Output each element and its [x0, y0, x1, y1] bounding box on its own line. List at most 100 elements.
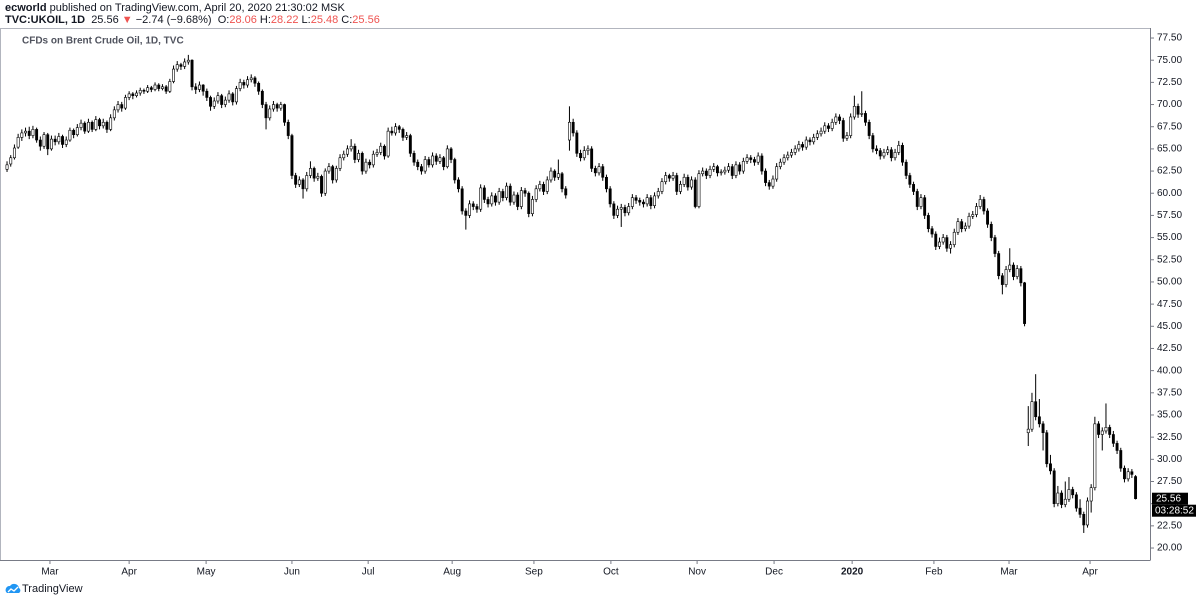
candle-body [434, 155, 438, 162]
candle-body [949, 244, 953, 249]
candle-body [741, 161, 745, 172]
plot-frame [0, 28, 1151, 561]
candle-body [508, 185, 512, 203]
candle-body [16, 137, 20, 148]
candle-body [753, 159, 756, 163]
candle-body [568, 121, 571, 141]
candle-body [283, 104, 286, 123]
candle-body [46, 134, 50, 150]
candle-body [830, 121, 834, 129]
candle-body [642, 201, 645, 205]
candle-body [553, 170, 557, 178]
ohlc-high: 28.22 [270, 14, 299, 26]
y-tick-label: 57.50 [1157, 210, 1182, 221]
candle-body [61, 136, 64, 145]
candle-body [234, 88, 238, 103]
y-tick-label: 50.00 [1157, 277, 1182, 288]
candle-body [349, 145, 353, 150]
candle-body [297, 179, 301, 185]
candle-body [68, 129, 72, 141]
candle-body [926, 215, 930, 230]
y-tick-label: 45.00 [1157, 321, 1182, 332]
y-tick-label: 47.50 [1157, 299, 1182, 310]
candle-body [608, 188, 612, 205]
candle-body [716, 166, 719, 174]
candle-body [438, 157, 442, 162]
candle-body [838, 116, 842, 121]
published: published on TradingView.com, April 20, … [49, 2, 345, 14]
candle-body [941, 237, 945, 243]
candle-body [431, 155, 434, 166]
candle-body [42, 134, 46, 147]
candle-body [671, 175, 675, 179]
candle-body [1045, 432, 1049, 465]
candle-body [1019, 268, 1023, 284]
y-tick-label: 30.00 [1157, 454, 1182, 465]
candle-body [564, 188, 568, 196]
candle-body [279, 104, 283, 109]
candle-body [1134, 476, 1138, 500]
candle-body [549, 170, 553, 181]
y-tick-label: 65.00 [1157, 144, 1182, 155]
candle-body [527, 192, 531, 214]
candle-body [819, 130, 823, 135]
y-tick-label: 35.00 [1157, 410, 1182, 421]
candle-body [952, 231, 956, 245]
candle-body [179, 64, 183, 67]
candle-body [812, 137, 816, 143]
candle-body [1078, 507, 1082, 515]
candle-body [1097, 423, 1101, 435]
candle-body [305, 175, 309, 190]
candle-body [934, 233, 938, 247]
candle-body [471, 203, 475, 207]
candle-body [1060, 492, 1064, 505]
candle-body [923, 197, 927, 216]
candle-body [1012, 264, 1015, 277]
y-tick-label: 77.50 [1157, 33, 1182, 44]
candle-body [823, 125, 827, 132]
candle-body [864, 113, 867, 123]
candle-body [1034, 401, 1038, 418]
candle-body [815, 133, 819, 138]
candle-body [938, 241, 941, 247]
candle-body [464, 210, 468, 216]
candle-body [704, 170, 708, 176]
candle-body [316, 176, 320, 179]
candle-body [83, 122, 87, 132]
candle-body [142, 90, 146, 92]
candle-body [90, 121, 94, 130]
y-tick-label: 22.50 [1157, 520, 1182, 531]
candle-body [531, 199, 534, 214]
candle-body [560, 173, 564, 190]
y-tick-label: 27.50 [1157, 476, 1182, 487]
candle-body [627, 206, 631, 214]
candle-body [1015, 268, 1019, 277]
candle-body [220, 95, 224, 105]
ohlc-low-label: L: [301, 14, 311, 26]
candle-body [664, 175, 668, 183]
candle-body [1100, 430, 1104, 435]
candle-body [312, 168, 316, 179]
candle-body [505, 185, 508, 198]
candle-body [630, 197, 634, 207]
candle-body [397, 126, 401, 130]
candle-body [249, 77, 253, 81]
candle-body [246, 79, 249, 86]
candle-body [357, 153, 360, 160]
candle-body [175, 64, 179, 70]
candle-body [20, 132, 24, 138]
candle-body [1130, 471, 1134, 475]
candle-body [382, 145, 386, 157]
candle-body [168, 81, 172, 92]
candle-body [445, 148, 449, 167]
candle-body [590, 148, 594, 169]
last-price-label: 25.56 [1156, 493, 1181, 504]
candle-body [579, 153, 582, 159]
candle-body [375, 152, 379, 155]
candle-body [327, 166, 331, 172]
candle-body [712, 166, 716, 170]
candle-body [75, 127, 79, 136]
ohlc-open: 28.06 [229, 14, 257, 26]
candle-body [164, 86, 168, 92]
